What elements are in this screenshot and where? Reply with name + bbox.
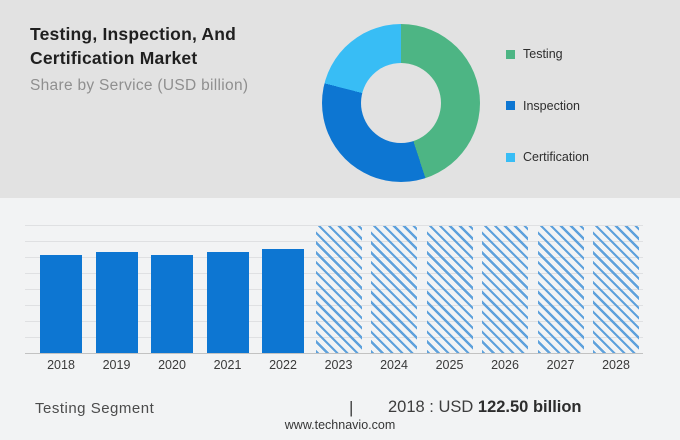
donut-hole <box>361 63 441 143</box>
forecast-bar-2027 <box>537 226 584 353</box>
x-axis-line <box>25 353 643 354</box>
website-url: www.technavio.com <box>284 418 396 432</box>
legend-swatch-testing <box>506 49 515 59</box>
footer-row: Testing Segment | 2018 : USD 122.50 bill… <box>0 398 680 418</box>
forecast-bar-2028 <box>593 226 639 353</box>
axis-label-2021: 2021 <box>213 358 242 372</box>
axis-label-2025: 2025 <box>435 358 464 372</box>
bar-2021 <box>206 252 249 353</box>
page-title-line-1: Testing, Inspection, And <box>30 24 237 44</box>
bar-2022 <box>262 249 304 353</box>
footer-separator: | <box>349 398 354 417</box>
axis-label-2027: 2027 <box>546 358 575 372</box>
page-title-line-2: Certification Market <box>30 48 198 68</box>
axis-label-2022: 2022 <box>269 358 297 372</box>
bar-2019 <box>95 252 138 353</box>
segment-label: Testing Segment <box>35 400 155 417</box>
forecast-bar-2025 <box>426 226 473 353</box>
bar-chart-section: 2018 2019 2020 2021 2022 2023 2024 2025 2026 2027… <box>0 198 680 440</box>
axis-label-2020: 2020 <box>158 358 186 372</box>
axis-label-2028: 2028 <box>602 358 630 372</box>
bar-2020 <box>151 255 193 353</box>
axis-label-2019: 2019 <box>102 358 131 372</box>
legend-label-certification: Certification <box>523 150 589 164</box>
forecast-bar-2026 <box>482 226 528 353</box>
legend-item-testing: Testing <box>506 47 563 61</box>
footer-stat: 2018 : USD 122.50 billion <box>388 398 582 417</box>
footer-stat-value: 122.50 billion <box>477 398 582 416</box>
legend-item-inspection: Inspection <box>506 99 580 113</box>
legend-label-inspection: Inspection <box>523 98 580 113</box>
gridline <box>25 225 643 226</box>
legend-item-certification: Certification <box>506 150 589 164</box>
axis-label-2024: 2024 <box>380 358 408 372</box>
header-section: Testing, Inspection, And Certification Ma… <box>0 0 680 198</box>
forecast-bar-2024 <box>371 226 417 353</box>
bar-2018 <box>40 255 82 353</box>
title-block: Testing, Inspection, And Certification Ma… <box>30 22 248 95</box>
chart-subtitle: Share by Service (USD billion) <box>30 77 249 94</box>
legend-swatch-inspection <box>506 101 515 110</box>
bar-chart-plot: 2018 2019 2020 2021 2022 2023 2024 2025 2026 2027… <box>0 198 680 440</box>
axis-label-2026: 2026 <box>491 358 519 372</box>
legend-label-testing: Testing <box>523 47 563 61</box>
footer-stat-prefix: 2018 : USD <box>388 398 474 416</box>
axis-label-2018: 2018 <box>47 358 75 372</box>
donut-legend: Testing Inspection Certification <box>506 0 666 198</box>
legend-swatch-certification <box>506 152 515 162</box>
axis-label-2023: 2023 <box>324 358 353 372</box>
page-title: Testing, Inspection, And Certification Ma… <box>30 22 248 70</box>
forecast-bar-2023 <box>315 226 362 353</box>
donut-chart <box>322 24 480 182</box>
